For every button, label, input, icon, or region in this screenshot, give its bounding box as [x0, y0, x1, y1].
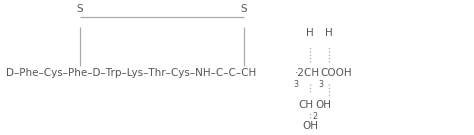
- Text: 2: 2: [313, 112, 318, 122]
- Text: OH: OH: [316, 100, 331, 110]
- Text: ·2CH: ·2CH: [295, 68, 320, 78]
- Text: S: S: [77, 4, 83, 14]
- Text: D–Phe–Cys–Phe–D–Trp–Lys–Thr–Cys–NH–C–C–CH: D–Phe–Cys–Phe–D–Trp–Lys–Thr–Cys–NH–C–C–C…: [6, 68, 256, 78]
- Text: COOH: COOH: [320, 68, 352, 78]
- Text: H: H: [325, 28, 333, 38]
- Text: H: H: [306, 28, 314, 38]
- Text: CH: CH: [299, 100, 314, 110]
- Text: OH: OH: [302, 121, 318, 131]
- Text: 3: 3: [293, 80, 298, 89]
- Text: S: S: [241, 4, 247, 14]
- Text: 3: 3: [318, 80, 323, 89]
